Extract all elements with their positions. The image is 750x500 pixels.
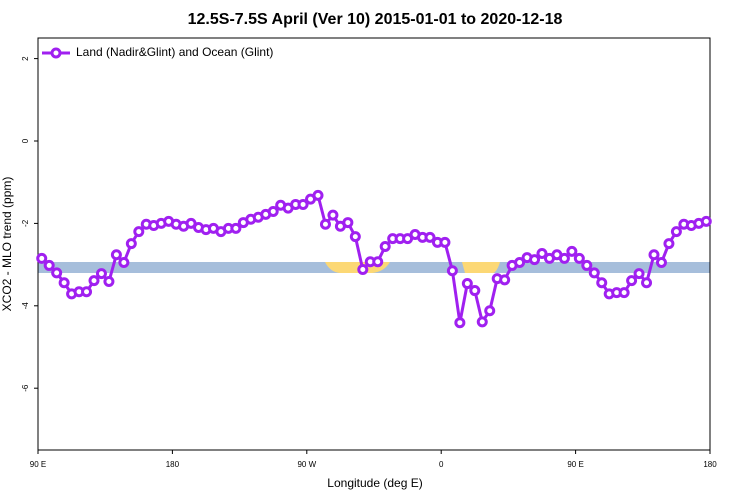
x-tick-label: 180 — [703, 460, 717, 469]
data-point — [424, 231, 436, 243]
plot-frame — [37, 37, 711, 451]
y-tick-label: -4 — [21, 302, 30, 310]
data-point — [379, 240, 391, 252]
x-tick-label: 90 E — [567, 460, 583, 469]
data-point — [327, 209, 339, 221]
data-point — [633, 268, 645, 280]
data-point — [125, 238, 137, 250]
data-point — [484, 305, 496, 317]
data-point — [596, 277, 608, 289]
data-point — [357, 264, 369, 276]
data-point — [349, 231, 361, 243]
legend-label: Land (Nadir&Glint) and Ocean (Glint) — [76, 45, 273, 59]
data-point — [58, 277, 70, 289]
data-point — [297, 198, 309, 210]
data-point — [230, 222, 242, 234]
data-point — [51, 267, 63, 279]
data-point — [319, 218, 331, 230]
data-point — [581, 259, 593, 271]
data-point — [372, 256, 384, 268]
data-point — [476, 316, 488, 328]
data-point — [95, 268, 107, 280]
data-point — [118, 257, 130, 269]
data-point — [103, 275, 115, 287]
data-point — [529, 254, 541, 266]
data-point — [514, 257, 526, 269]
land-strip — [462, 262, 500, 273]
data-point — [573, 252, 585, 264]
data-point — [700, 215, 712, 227]
data-point — [81, 286, 93, 298]
x-tick-label: 180 — [166, 460, 180, 469]
data-point — [536, 247, 548, 259]
data-point — [454, 317, 466, 329]
y-axis-label: XCO2 - MLO trend (ppm) — [0, 177, 14, 312]
data-point — [648, 249, 660, 261]
data-point — [670, 226, 682, 238]
legend-marker — [50, 47, 62, 59]
data-point — [36, 252, 48, 264]
data-point — [88, 275, 100, 287]
data-point — [342, 217, 354, 229]
data-point — [499, 274, 511, 286]
y-tick-label: -2 — [21, 219, 30, 227]
x-axis-label: Longitude (deg E) — [327, 476, 422, 490]
chart-title: 12.5S-7.5S April (Ver 10) 2015-01-01 to … — [188, 11, 563, 28]
data-point — [588, 267, 600, 279]
data-point — [133, 226, 145, 238]
y-tick-label: 0 — [21, 138, 30, 143]
data-point — [469, 285, 481, 297]
data-point — [110, 249, 122, 261]
data-point — [641, 277, 653, 289]
y-tick-label: -6 — [21, 384, 30, 392]
data-point — [558, 252, 570, 264]
data-point — [618, 287, 630, 299]
x-tick-label: 90 E — [30, 460, 46, 469]
y-tick-label: 2 — [21, 56, 30, 61]
data-point — [43, 259, 55, 271]
data-point — [461, 278, 473, 290]
legend: Land (Nadir&Glint) and Ocean (Glint) — [42, 45, 273, 59]
x-tick-label: 0 — [439, 460, 444, 469]
data-point — [446, 265, 458, 277]
data-point — [312, 189, 324, 201]
data-point — [566, 245, 578, 257]
data-point — [663, 238, 675, 250]
data-point — [626, 275, 638, 287]
data-point — [655, 257, 667, 269]
data-point — [439, 236, 451, 248]
x-tick-label: 90 W — [297, 460, 316, 469]
data-point — [267, 205, 279, 217]
